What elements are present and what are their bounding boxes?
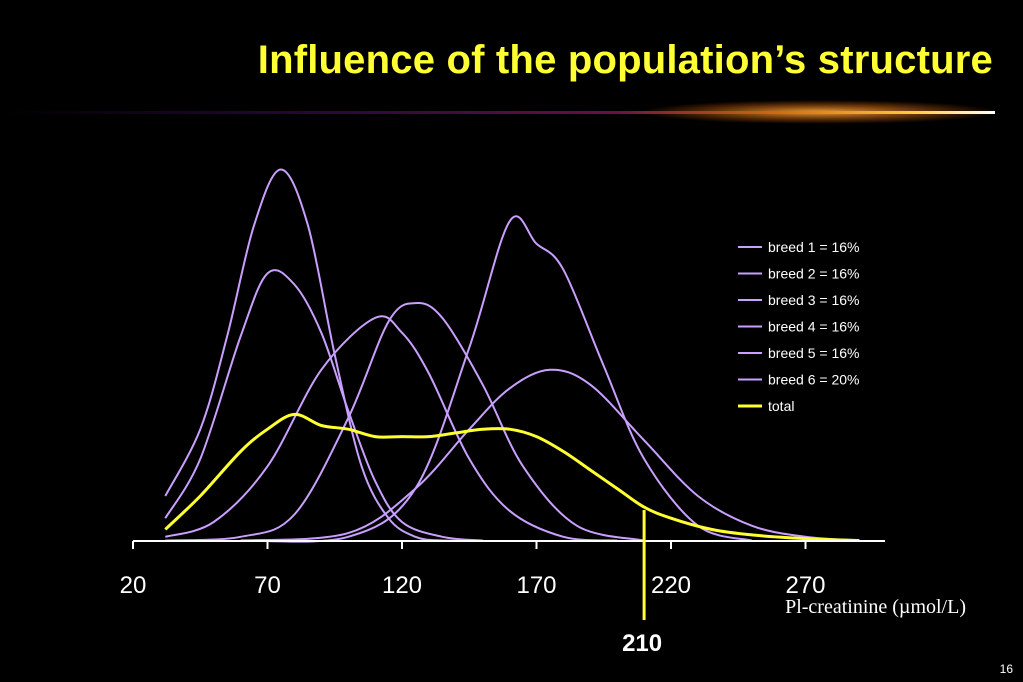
legend-entry-label: breed 6 = 20%: [768, 372, 859, 388]
legend-entry-label: breed 4 = 16%: [768, 319, 859, 335]
series-breed-2-line: [164, 269, 483, 542]
plot-area: [164, 168, 860, 543]
legend-entry-label: breed 1 = 16%: [768, 239, 859, 255]
title-divider: [0, 100, 1000, 124]
series-breed-4-line: [165, 301, 645, 542]
x-tick-label: 20: [120, 572, 147, 599]
x-tick-label: 170: [516, 572, 556, 599]
series-breed-5-line: [240, 215, 752, 543]
series-breed-6-line: [240, 368, 860, 542]
x-tick-label: 220: [651, 572, 691, 599]
page-number: 16: [999, 662, 1013, 676]
legend-entry-label: total: [768, 398, 794, 414]
series-breed-3-line: [165, 315, 618, 542]
x-tick-label: 270: [785, 572, 825, 599]
x-tick-label: 120: [382, 572, 422, 599]
legend-entry-label: breed 5 = 16%: [768, 345, 859, 361]
x-axis-label: Pl-creatinine (µmol/L): [785, 596, 966, 618]
legend-entry-label: breed 3 = 16%: [768, 292, 859, 308]
x-axis-ticks: 20 70 120 170 220 270: [120, 541, 826, 599]
x-tick-label: 70: [254, 572, 281, 599]
threshold-value-label: 210: [622, 630, 662, 657]
slide-title: Influence of the population’s structure: [257, 38, 993, 82]
legend: breed 1 = 16% breed 2 = 16% breed 3 = 16% b…: [738, 239, 859, 414]
series-breed-1-line: [164, 168, 483, 542]
threshold-marker: 210: [622, 510, 662, 657]
legend-entry-label: breed 2 = 16%: [768, 266, 859, 282]
series-total-line: [164, 412, 860, 542]
